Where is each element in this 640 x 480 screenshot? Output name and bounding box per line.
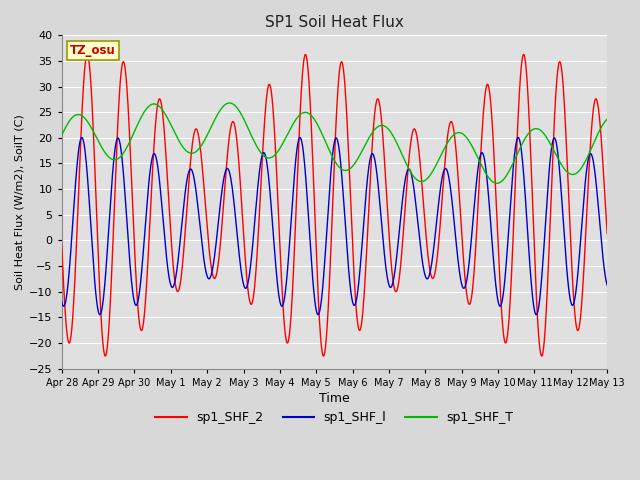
sp1_SHF_2	[58, 242, 65, 248]
sp1_SHF_l	[532, 312, 540, 318]
sp1_SHF_T	[540, 130, 547, 136]
sp1_SHF_2	[604, 230, 611, 236]
sp1_SHF_l	[180, 205, 188, 211]
Legend: sp1_SHF_2, sp1_SHF_l, sp1_SHF_T: sp1_SHF_2, sp1_SHF_l, sp1_SHF_T	[150, 406, 518, 429]
sp1_SHF_l	[166, 280, 174, 286]
sp1_SHF_T	[491, 180, 499, 186]
sp1_SHF_T	[604, 116, 611, 122]
sp1_SHF_2	[491, 173, 499, 179]
sp1_SHF_T	[58, 132, 65, 138]
sp1_SHF_l	[540, 256, 547, 262]
Text: TZ_osu: TZ_osu	[70, 44, 116, 57]
sp1_SHF_l	[241, 284, 248, 290]
sp1_SHF_2	[102, 353, 109, 359]
sp1_SHF_T	[226, 100, 234, 106]
sp1_SHF_2	[540, 348, 547, 354]
Y-axis label: Soil Heat Flux (W/m2), SoilT (C): Soil Heat Flux (W/m2), SoilT (C)	[15, 114, 25, 290]
sp1_SHF_2	[420, 204, 428, 210]
sp1_SHF_l	[419, 264, 427, 270]
sp1_SHF_2	[180, 252, 188, 258]
sp1_SHF_T	[419, 178, 427, 184]
sp1_SHF_l	[78, 134, 86, 140]
sp1_SHF_2	[301, 51, 309, 57]
sp1_SHF_l	[491, 270, 499, 276]
sp1_SHF_T	[493, 180, 500, 186]
Title: SP1 Soil Heat Flux: SP1 Soil Heat Flux	[265, 15, 404, 30]
sp1_SHF_l	[58, 299, 65, 304]
X-axis label: Time: Time	[319, 392, 350, 405]
sp1_SHF_T	[241, 118, 248, 123]
Line: sp1_SHF_2: sp1_SHF_2	[61, 54, 607, 356]
Line: sp1_SHF_l: sp1_SHF_l	[61, 137, 607, 315]
sp1_SHF_l	[604, 282, 611, 288]
Line: sp1_SHF_T: sp1_SHF_T	[61, 103, 607, 183]
sp1_SHF_T	[166, 120, 173, 125]
sp1_SHF_T	[179, 144, 187, 150]
sp1_SHF_2	[166, 220, 174, 226]
sp1_SHF_2	[241, 243, 248, 249]
